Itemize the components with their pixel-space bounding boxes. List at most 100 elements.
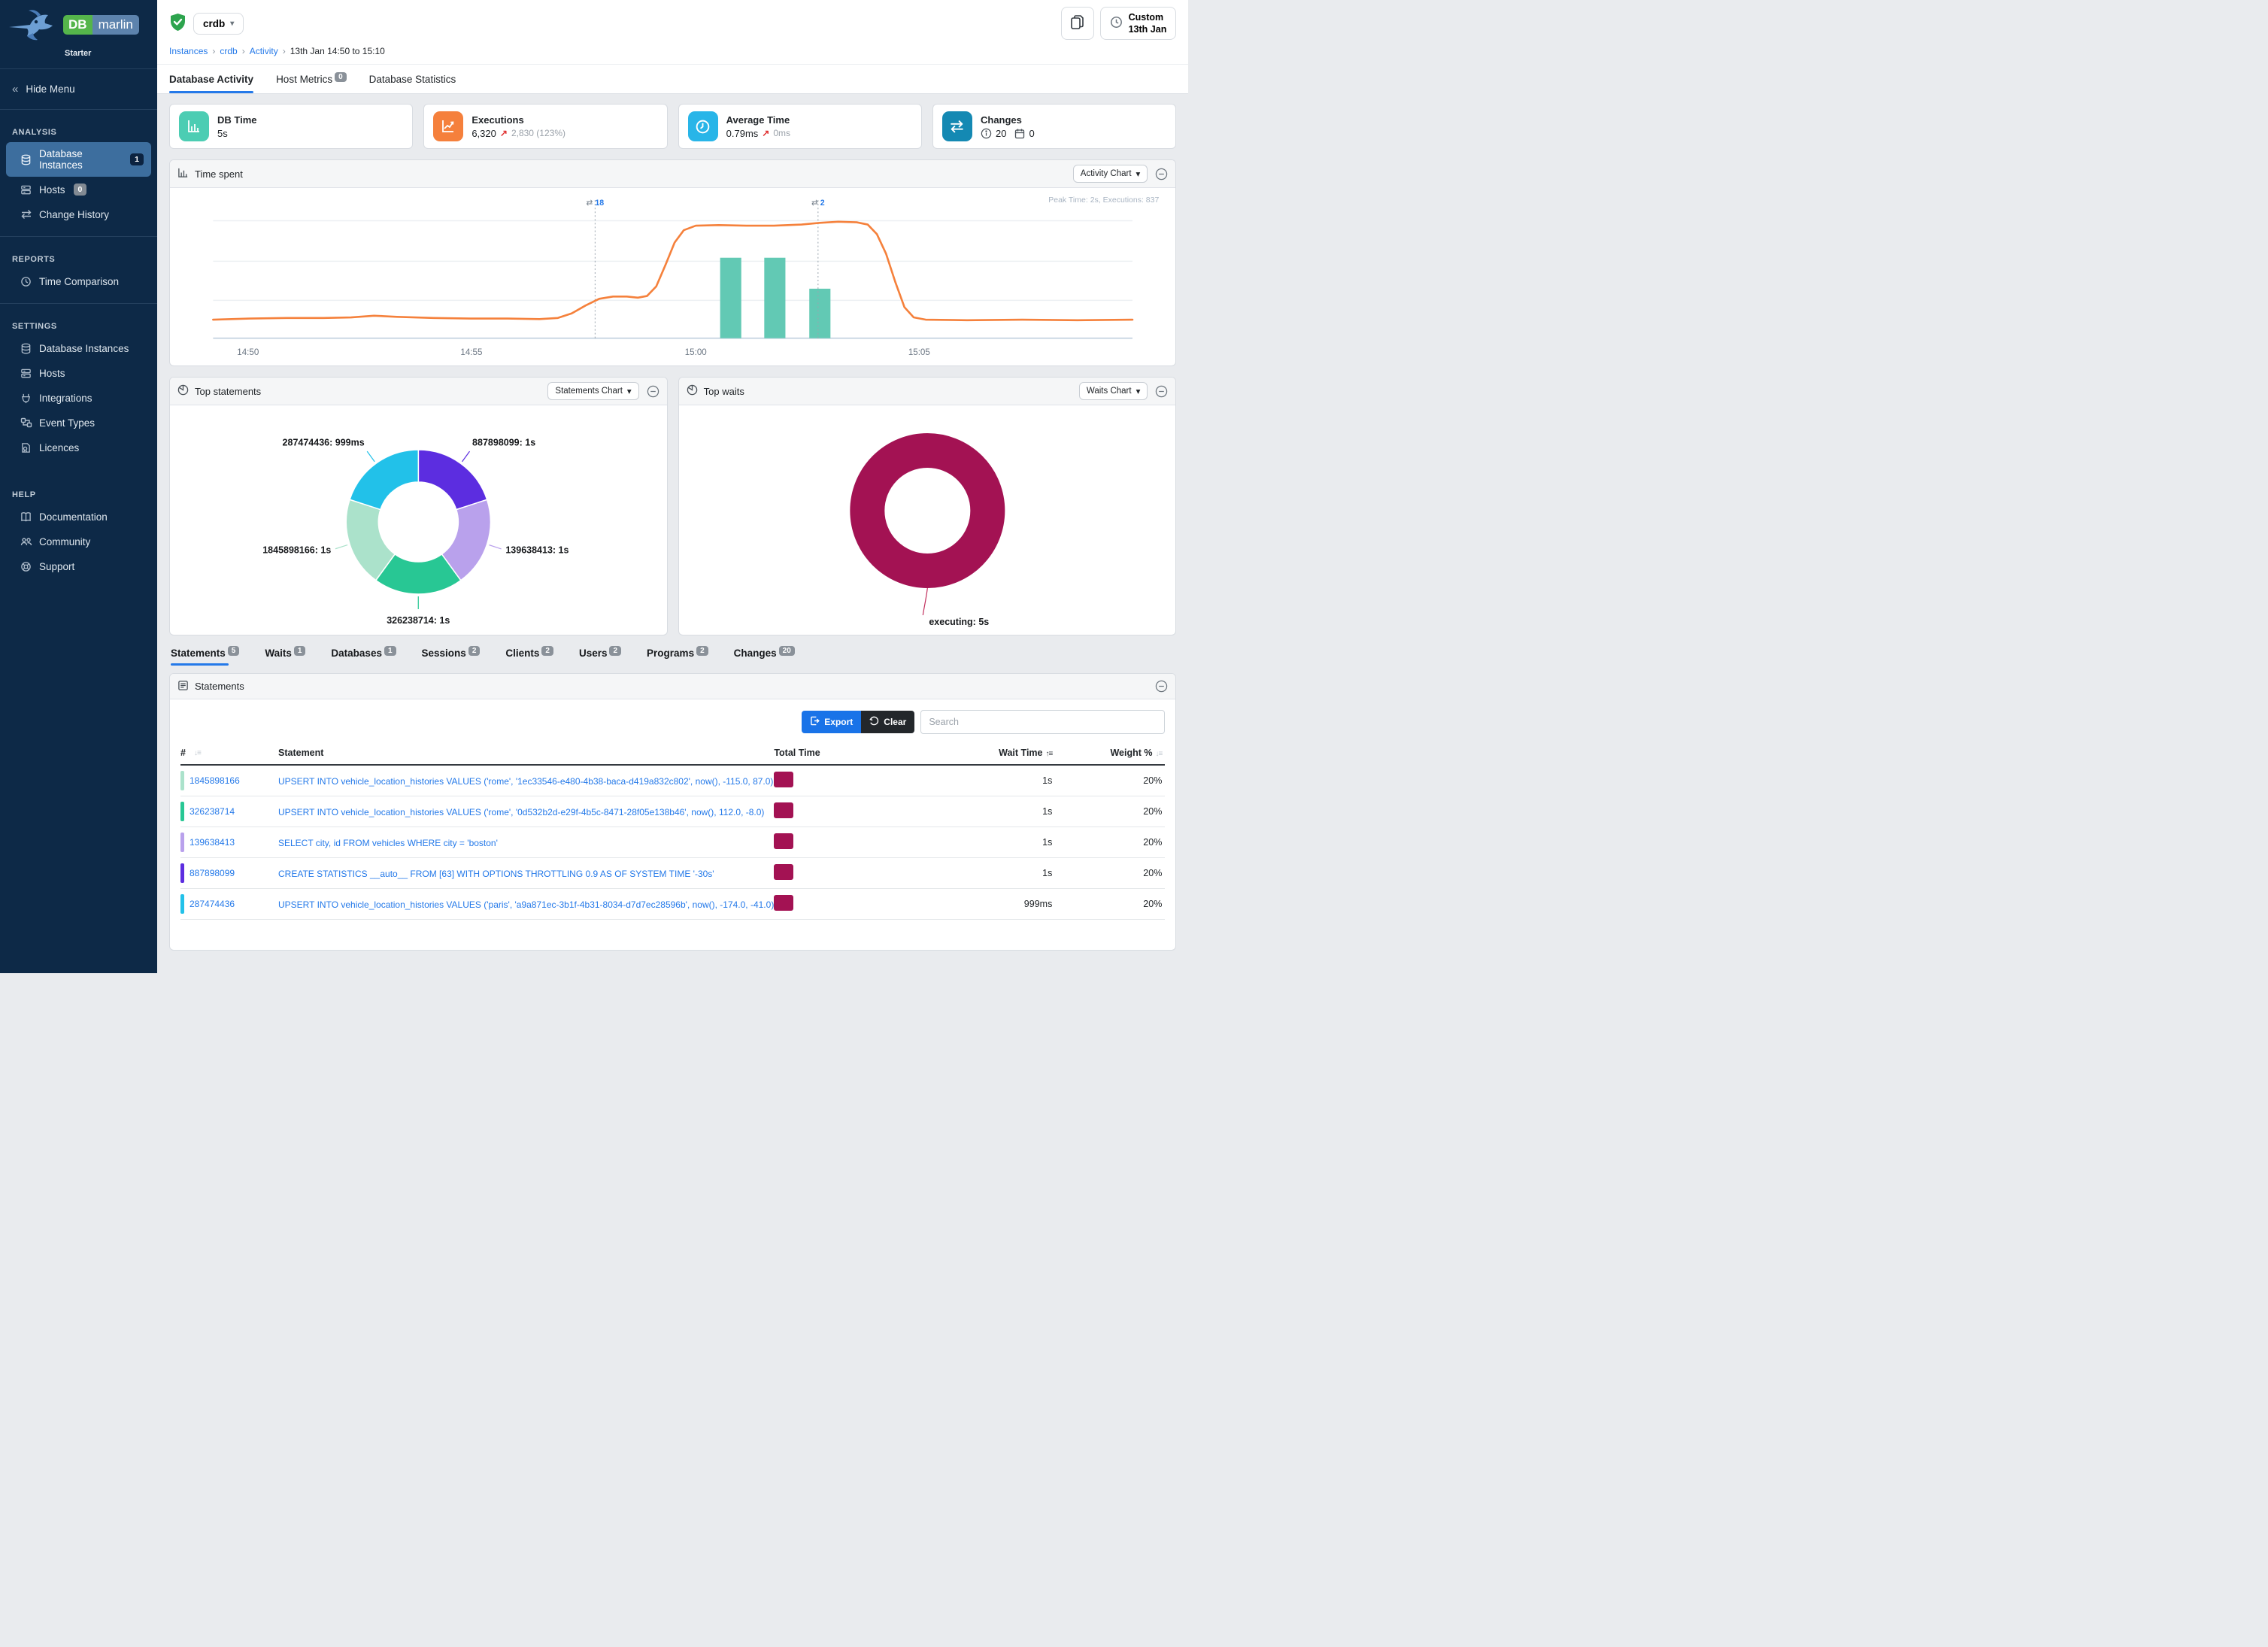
sort-icon[interactable]: ↑≡ <box>1045 750 1053 758</box>
count-badge: 1 <box>130 153 144 165</box>
peak-note: Peak Time: 2s, Executions: 837 <box>1048 196 1160 205</box>
col-wait-time[interactable]: Wait Time <box>999 748 1043 758</box>
tab-database-activity[interactable]: Database Activity <box>169 74 254 93</box>
breadcrumb-instance[interactable]: crdb <box>220 46 238 56</box>
statement-id-link[interactable]: 1845898166 <box>190 775 240 786</box>
statements-chart-selector[interactable]: Statements Chart ▾ <box>547 382 639 400</box>
clear-button[interactable]: Clear <box>861 711 915 733</box>
count-badge: 1 <box>293 646 306 656</box>
tab-changes[interactable]: Changes 20 <box>734 646 795 666</box>
table-row[interactable]: 1845898166 UPSERT INTO vehicle_location_… <box>180 766 1166 796</box>
event-types-icon <box>20 417 32 429</box>
chevron-down-icon: ▾ <box>1136 170 1141 179</box>
collapse-icon[interactable] <box>1155 168 1168 180</box>
weight-value: 20% <box>1143 899 1163 909</box>
tab-host-metrics[interactable]: Host Metrics 0 <box>276 72 347 93</box>
time-spent-chart[interactable]: 14:50 14:55 15:00 15:05 ⇄ 18 ⇄ 2 <box>176 191 1169 364</box>
breadcrumb-instances[interactable]: Instances <box>169 46 208 56</box>
sort-icon[interactable]: ↓≡ <box>1155 750 1163 758</box>
copy-link-button[interactable] <box>1060 7 1094 40</box>
list-icon <box>177 680 189 693</box>
statement-link[interactable]: CREATE STATISTICS __auto__ FROM [63] WIT… <box>278 868 714 879</box>
tab-statements[interactable]: Statements 5 <box>171 646 240 666</box>
edition-label: Starter <box>65 49 92 58</box>
tab-sessions[interactable]: Sessions 2 <box>422 646 481 666</box>
svg-text:executing: 5s: executing: 5s <box>929 617 989 627</box>
sidebar-item-hosts-settings[interactable]: Hosts <box>6 361 151 385</box>
marlin-fish-icon <box>8 8 63 47</box>
collapse-icon[interactable] <box>1155 680 1168 693</box>
tab-clients[interactable]: Clients 2 <box>505 646 553 666</box>
table-row[interactable]: 139638413 SELECT city, id FROM vehicles … <box>180 827 1166 858</box>
time-range-button[interactable]: Custom 13th Jan <box>1099 7 1177 40</box>
executions-delta: 2,830 (123%) <box>511 128 565 138</box>
statement-id-link[interactable]: 887898099 <box>190 868 235 878</box>
tab-databases[interactable]: Databases 1 <box>331 646 396 666</box>
sort-icon[interactable]: ↓≡ <box>193 748 202 757</box>
top-statements-panel: Top statements Statements Chart ▾ 887898… <box>169 377 668 635</box>
count-badge: 1 <box>384 646 396 656</box>
svg-text:1845898166: 1s: 1845898166: 1s <box>262 545 331 556</box>
clock-icon <box>1110 16 1123 31</box>
tab-users[interactable]: Users 2 <box>579 646 622 666</box>
col-weight[interactable]: Weight % <box>1110 748 1153 758</box>
statement-link[interactable]: UPSERT INTO vehicle_location_histories V… <box>278 899 775 910</box>
logo[interactable]: DB marlin Starter <box>0 0 157 64</box>
hide-menu-button[interactable]: « Hide Menu <box>12 83 75 96</box>
sidebar-item-documentation[interactable]: Documentation <box>6 505 151 529</box>
statement-id-link[interactable]: 326238714 <box>190 806 235 817</box>
statement-link[interactable]: SELECT city, id FROM vehicles WHERE city… <box>278 837 498 848</box>
health-shield-icon <box>169 13 186 34</box>
weight-value: 20% <box>1143 806 1163 817</box>
table-row[interactable]: 887898099 CREATE STATISTICS __auto__ FRO… <box>180 858 1166 889</box>
count-badge: 2 <box>541 646 553 656</box>
waits-chart-selector[interactable]: Waits Chart ▾ <box>1078 382 1148 400</box>
col-id[interactable]: # <box>180 748 186 758</box>
search-input[interactable] <box>920 710 1166 734</box>
db-time-value: 5s <box>217 127 228 139</box>
top-waits-donut-chart[interactable]: executing: 5s <box>679 405 1176 635</box>
statement-id-link[interactable]: 139638413 <box>190 837 235 848</box>
sidebar-item-database-instances-settings[interactable]: Database Instances <box>6 336 151 360</box>
top-statements-donut-chart[interactable]: 887898099: 1s 139638413: 1s 326238714: 1s 1… <box>170 405 667 635</box>
statement-color-chip <box>180 863 184 883</box>
tab-database-statistics[interactable]: Database Statistics <box>368 74 456 85</box>
sidebar-item-database-instances[interactable]: Database Instances 1 <box>6 142 151 177</box>
divider <box>0 109 157 110</box>
tab-waits[interactable]: Waits 1 <box>265 646 306 666</box>
sidebar-item-time-comparison[interactable]: Time Comparison <box>6 269 151 293</box>
table-row[interactable]: 326238714 UPSERT INTO vehicle_location_h… <box>180 796 1166 827</box>
export-icon <box>810 716 820 728</box>
collapse-icon[interactable] <box>647 385 659 398</box>
instance-selector[interactable]: crdb ▾ <box>193 12 244 35</box>
tab-programs[interactable]: Programs 2 <box>647 646 708 666</box>
app: DB marlin Starter « Hide Menu ANALYSIS Da… <box>0 0 1189 973</box>
export-button[interactable]: Export <box>802 711 862 733</box>
sidebar-item-event-types[interactable]: Event Types <box>6 411 151 435</box>
content: DB Time 5s Executions 6,320 ↗ 2,830 (123… <box>157 94 1188 973</box>
statement-id-link[interactable]: 287474436 <box>190 899 235 909</box>
statement-link[interactable]: UPSERT INTO vehicle_location_histories V… <box>278 775 774 787</box>
chevron-down-icon: ▾ <box>1136 387 1141 396</box>
svg-text:326238714: 1s: 326238714: 1s <box>387 615 450 626</box>
total-time-bar <box>774 895 794 911</box>
table-row[interactable]: 287474436 UPSERT INTO vehicle_location_h… <box>180 889 1166 920</box>
database-icon <box>20 342 32 354</box>
sidebar-item-change-history[interactable]: Change History <box>6 202 151 226</box>
sidebar-item-support[interactable]: Support <box>6 554 151 578</box>
sidebar-item-hosts[interactable]: Hosts 0 <box>6 177 151 202</box>
clock-icon <box>687 111 718 141</box>
activity-chart-selector[interactable]: Activity Chart ▾ <box>1072 165 1148 183</box>
sidebar-item-community[interactable]: Community <box>6 529 151 554</box>
statement-link[interactable]: UPSERT INTO vehicle_location_histories V… <box>278 806 765 817</box>
breadcrumb-activity[interactable]: Activity <box>249 46 278 56</box>
sidebar-item-licences[interactable]: Licences <box>6 435 151 460</box>
kpi-average-time: Average Time 0.79ms ↗ 0ms <box>678 104 922 149</box>
col-statement[interactable]: Statement <box>278 748 324 758</box>
executions-value: 6,320 <box>471 127 496 139</box>
col-total-time[interactable]: Total Time <box>774 748 820 758</box>
collapse-icon[interactable] <box>1155 385 1168 398</box>
statements-toolbar: Export Clear <box>170 699 1175 742</box>
sidebar-item-integrations[interactable]: Integrations <box>6 386 151 410</box>
wait-time-value: 1s <box>1042 806 1053 817</box>
